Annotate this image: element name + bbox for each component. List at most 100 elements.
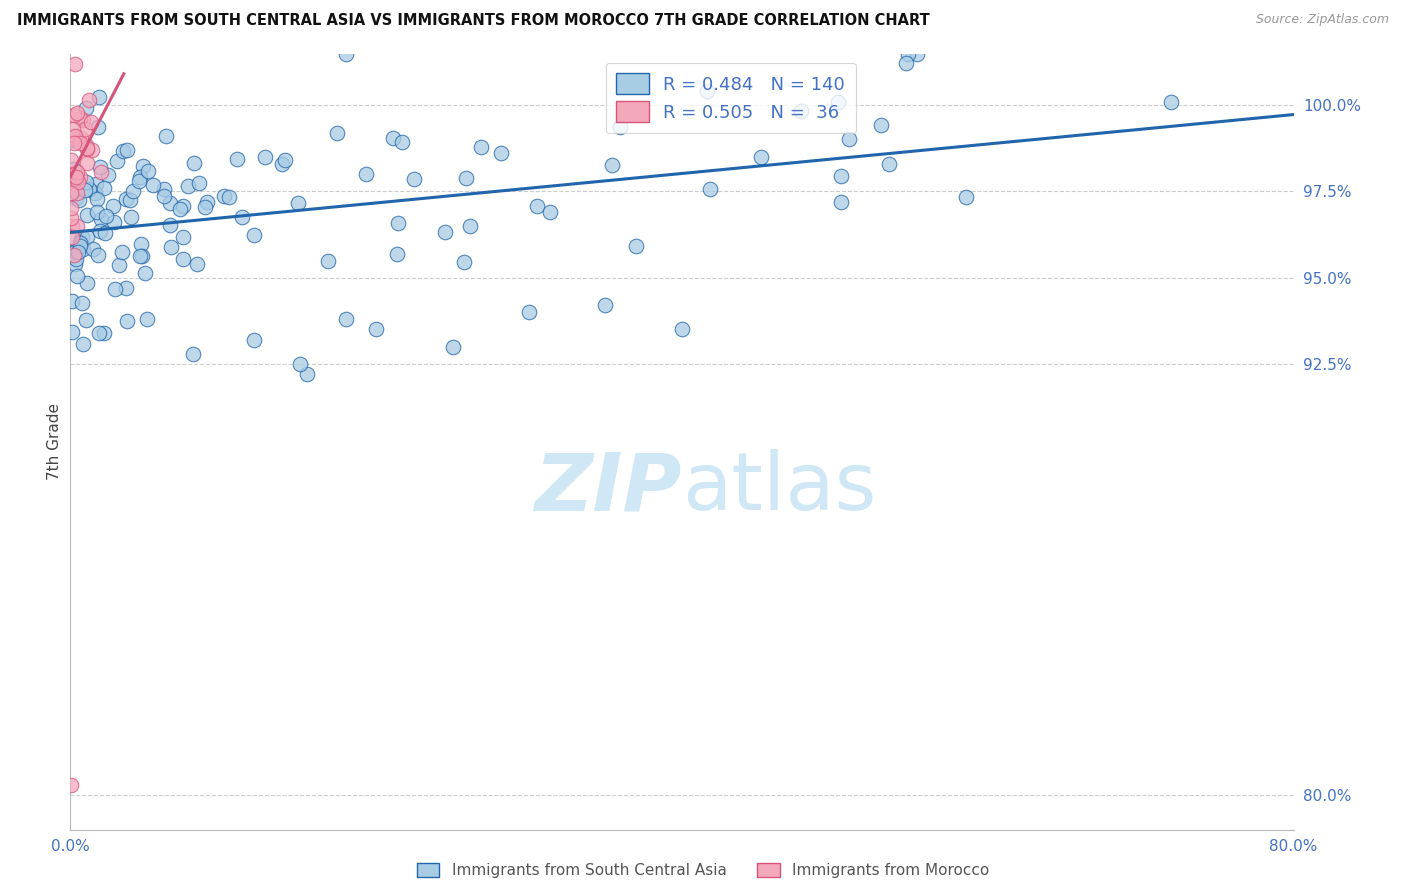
Point <box>391 136 413 150</box>
Point <box>134 266 156 280</box>
Legend: Immigrants from South Central Asia, Immigrants from Morocco: Immigrants from South Central Asia, Immi… <box>411 856 995 884</box>
Point <box>108 259 131 273</box>
Point <box>59 211 82 225</box>
Point <box>169 202 191 217</box>
Point <box>65 190 87 204</box>
Point <box>87 248 110 262</box>
Point <box>69 235 91 250</box>
Point <box>335 312 357 326</box>
Point <box>243 333 266 347</box>
Point <box>790 104 813 119</box>
Point <box>172 199 194 213</box>
Point <box>96 209 118 223</box>
Point <box>153 182 176 196</box>
Point <box>80 115 103 129</box>
Point <box>86 205 108 219</box>
Point <box>120 210 142 224</box>
Point <box>69 239 91 253</box>
Point <box>538 204 561 219</box>
Point <box>172 229 194 244</box>
Point <box>77 181 100 195</box>
Point <box>153 188 176 202</box>
Point <box>111 245 134 260</box>
Point <box>93 326 115 340</box>
Point <box>879 156 901 170</box>
Point <box>65 130 87 145</box>
Point <box>1160 95 1182 109</box>
Point <box>59 153 82 167</box>
Point <box>470 140 492 154</box>
Point <box>181 346 204 360</box>
Point <box>624 239 647 253</box>
Point <box>897 46 920 61</box>
Point <box>60 325 83 339</box>
Point <box>402 172 425 186</box>
Legend: R = 0.484   N = 140, R = 0.505   N =  36: R = 0.484 N = 140, R = 0.505 N = 36 <box>606 62 856 133</box>
Point <box>72 112 94 127</box>
Point <box>456 171 478 186</box>
Point <box>699 182 721 196</box>
Point <box>326 126 349 140</box>
Point <box>186 257 208 271</box>
Text: Source: ZipAtlas.com: Source: ZipAtlas.com <box>1256 13 1389 27</box>
Point <box>195 194 218 209</box>
Point <box>231 211 253 225</box>
Point <box>63 244 86 259</box>
Point <box>60 201 83 215</box>
Point <box>115 143 138 157</box>
Point <box>82 143 104 157</box>
Point <box>89 160 111 174</box>
Point <box>335 46 357 61</box>
Point <box>316 253 339 268</box>
Point <box>517 305 540 319</box>
Point <box>159 219 181 233</box>
Point <box>104 282 127 296</box>
Point <box>82 242 104 256</box>
Point <box>142 178 165 193</box>
Point <box>60 293 83 308</box>
Point <box>458 219 481 234</box>
Point <box>76 156 98 170</box>
Point <box>60 230 83 244</box>
Point <box>63 131 86 145</box>
Point <box>136 163 159 178</box>
Point <box>905 46 928 61</box>
Point <box>115 314 138 328</box>
Point <box>94 227 117 241</box>
Y-axis label: 7th Grade: 7th Grade <box>46 403 62 480</box>
Point <box>75 175 97 189</box>
Point <box>433 225 456 239</box>
Point <box>67 245 90 260</box>
Point <box>90 165 112 179</box>
Point <box>60 778 83 792</box>
Point <box>226 152 249 166</box>
Point <box>526 199 548 213</box>
Point <box>129 169 152 184</box>
Point <box>254 150 277 164</box>
Point <box>354 167 377 181</box>
Text: atlas: atlas <box>682 449 876 527</box>
Point <box>105 154 128 169</box>
Point <box>62 122 84 136</box>
Point <box>72 242 94 256</box>
Point <box>274 153 297 167</box>
Point <box>66 164 89 178</box>
Point <box>69 136 91 150</box>
Point <box>65 252 87 267</box>
Point <box>75 313 97 327</box>
Point <box>70 131 93 145</box>
Point <box>609 120 631 135</box>
Point <box>62 248 84 262</box>
Point <box>212 189 235 203</box>
Point <box>89 224 111 238</box>
Point <box>489 145 512 160</box>
Point <box>69 112 91 126</box>
Point <box>63 136 86 150</box>
Point <box>63 108 86 122</box>
Point <box>271 157 294 171</box>
Point <box>75 102 97 116</box>
Point <box>838 132 860 146</box>
Point <box>160 240 183 254</box>
Point <box>830 169 852 183</box>
Point <box>97 168 120 182</box>
